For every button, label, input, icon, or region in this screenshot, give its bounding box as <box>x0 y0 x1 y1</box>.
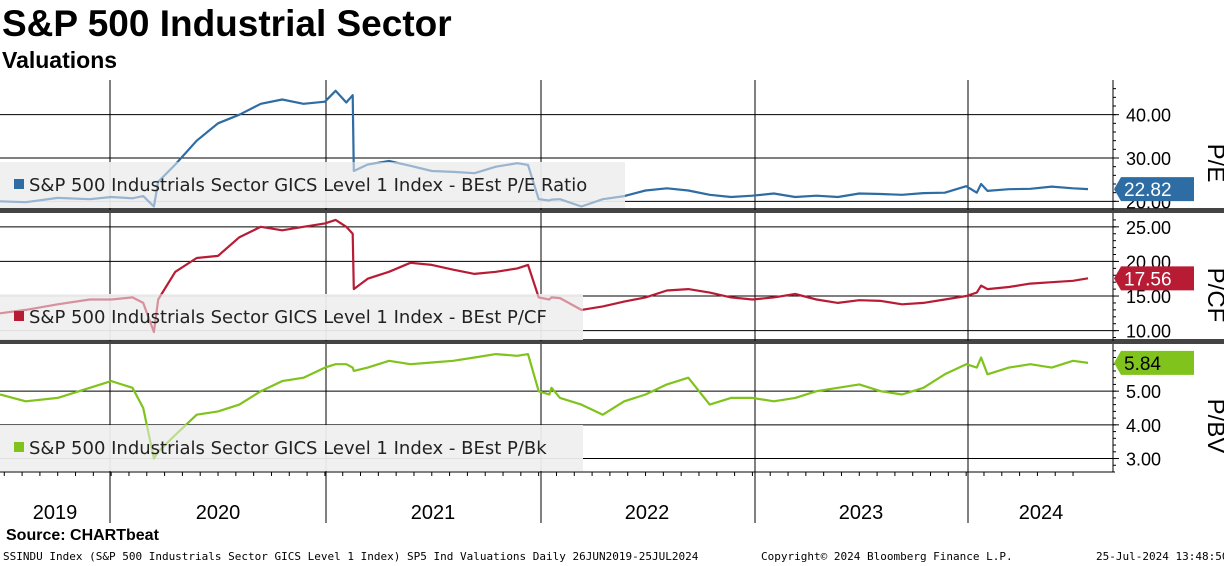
legend-overlay <box>0 294 583 340</box>
footer-description: SSINDU Index (S&P 500 Industrials Sector… <box>3 550 699 563</box>
last-value-flag <box>1114 266 1194 291</box>
last-value-label: 17.56 <box>1124 269 1172 290</box>
panel-separator <box>0 339 1224 344</box>
x-tick-label: 2023 <box>839 502 884 524</box>
y-tick-label: 40.00 <box>1126 106 1171 126</box>
last-value-label: 5.84 <box>1124 354 1161 375</box>
legend-label: S&P 500 Industrials Sector GICS Level 1 … <box>29 438 547 459</box>
legend-overlay <box>0 425 583 471</box>
last-value-flag <box>1114 350 1194 375</box>
y-tick-label: 3.00 <box>1126 450 1161 470</box>
legend-swatch <box>14 311 24 321</box>
legend-swatch <box>14 179 24 189</box>
y-tick-label: 5.00 <box>1126 382 1161 402</box>
panel-separator <box>0 208 1224 213</box>
legend-label: S&P 500 Industrials Sector GICS Level 1 … <box>29 175 587 196</box>
chart-title: S&P 500 Industrial Sector <box>2 3 452 44</box>
last-value-label: 22.82 <box>1124 180 1172 201</box>
x-tick-label: 2019 <box>33 502 78 524</box>
y-tick-label: 4.00 <box>1126 416 1161 436</box>
y-axis-title: P/E <box>1202 144 1224 183</box>
footer-copyright: Copyright© 2024 Bloomberg Finance L.P. <box>761 550 1013 563</box>
source-label: Source: CHARTbeat <box>6 527 159 544</box>
x-tick-label: 2020 <box>196 502 241 524</box>
x-tick-label: 2021 <box>411 502 456 524</box>
series-line-pbv <box>0 353 1089 460</box>
footer-timestamp: 25-Jul-2024 13:48:50 <box>1096 550 1224 563</box>
y-tick-label: 30.00 <box>1126 149 1171 169</box>
x-tick-label: 2022 <box>625 502 670 524</box>
legend-overlay <box>0 162 625 208</box>
y-axis-title: P/CF <box>1202 268 1224 323</box>
y-tick-label: 15.00 <box>1126 287 1171 307</box>
legend-label: S&P 500 Industrials Sector GICS Level 1 … <box>29 307 547 328</box>
x-tick-label: 2024 <box>1019 502 1064 524</box>
y-tick-label: 25.00 <box>1126 218 1171 238</box>
chart-subtitle: Valuations <box>2 47 118 73</box>
legend-swatch <box>14 442 24 452</box>
y-tick-label: 10.00 <box>1126 322 1171 342</box>
y-axis-title: P/BV <box>1202 399 1224 454</box>
last-value-flag <box>1114 177 1194 202</box>
